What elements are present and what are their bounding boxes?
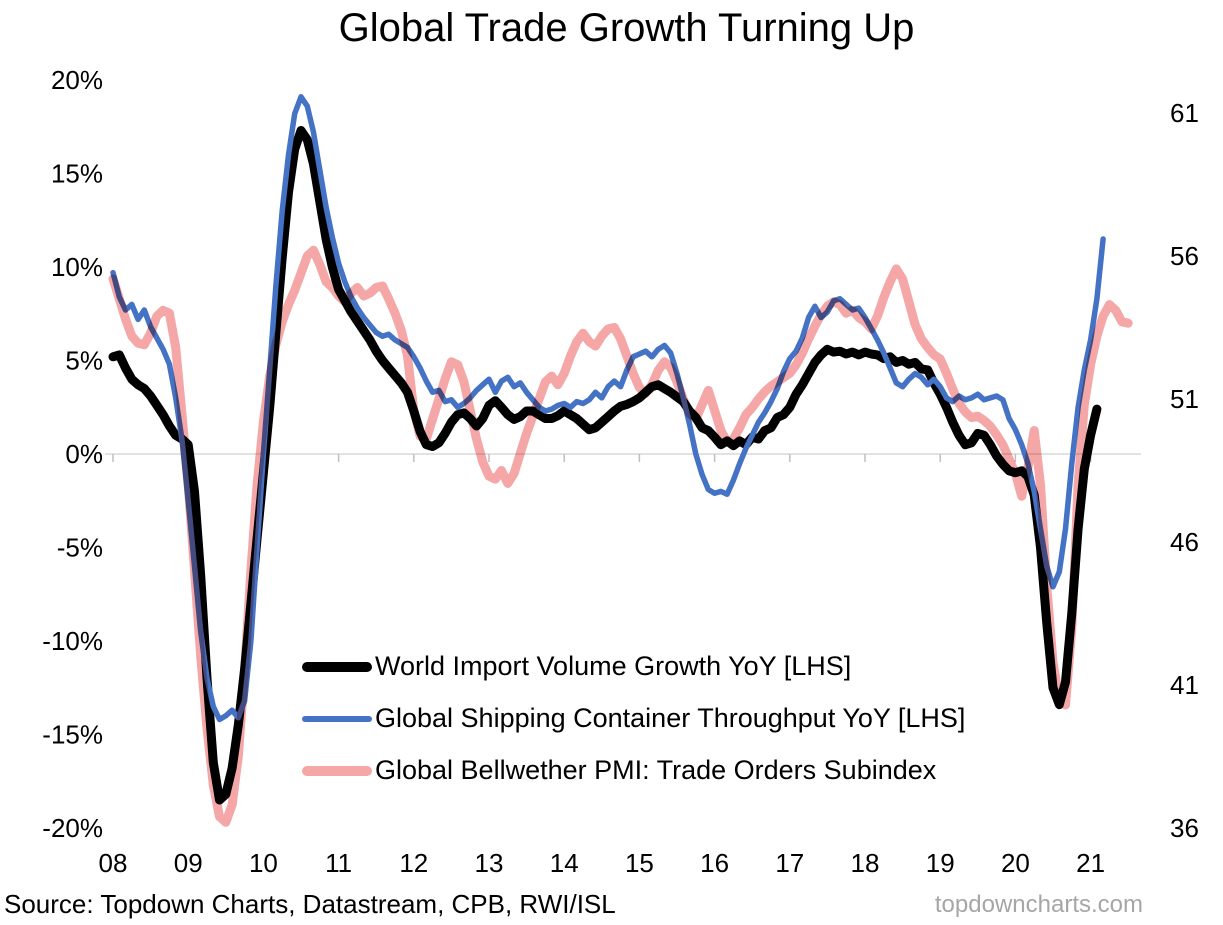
x-axis-label: 13 bbox=[475, 848, 504, 878]
legend-item-pmi: Global Bellwether PMI: Trade Orders Subi… bbox=[302, 755, 965, 786]
left-axis-label: 10% bbox=[51, 252, 103, 282]
legend-swatch-pmi bbox=[302, 765, 372, 776]
chart-title: Global Trade Growth Turning Up bbox=[338, 6, 915, 50]
legend-item-container-throughput: Global Shipping Container Throughput YoY… bbox=[302, 703, 965, 734]
x-axis-label: 16 bbox=[700, 848, 729, 878]
legend-label-pmi: Global Bellwether PMI: Trade Orders Subi… bbox=[375, 755, 937, 785]
x-axis-label: 18 bbox=[851, 848, 880, 878]
left-axis-label: -20% bbox=[42, 813, 103, 843]
right-axis-label: 41 bbox=[1170, 670, 1199, 700]
left-axis-label: -10% bbox=[42, 626, 103, 656]
x-axis-label: 17 bbox=[775, 848, 804, 878]
x-axis-label: 09 bbox=[174, 848, 203, 878]
right-axis-label: 46 bbox=[1170, 527, 1199, 557]
right-axis-label: 61 bbox=[1170, 98, 1199, 128]
left-axis-label: 20% bbox=[51, 65, 103, 95]
x-axis-label: 08 bbox=[99, 848, 128, 878]
source-note: Source: Topdown Charts, Datastream, CPB,… bbox=[4, 889, 616, 919]
legend-item-world-imports: World Import Volume Growth YoY [LHS] bbox=[302, 651, 965, 682]
left-axis-label: -5% bbox=[57, 533, 103, 563]
left-axis-label: 15% bbox=[51, 159, 103, 189]
x-axis-label: 14 bbox=[550, 848, 579, 878]
x-axis-label: 10 bbox=[249, 848, 278, 878]
x-axis-label: 11 bbox=[325, 848, 352, 878]
legend-label-world-imports: World Import Volume Growth YoY [LHS] bbox=[375, 651, 852, 681]
legend-swatch-world-imports bbox=[302, 661, 372, 672]
x-axis-label: 20 bbox=[1001, 848, 1030, 878]
x-axis-label: 15 bbox=[625, 848, 654, 878]
legend-label-container-throughput: Global Shipping Container Throughput YoY… bbox=[375, 703, 966, 733]
right-axis-label: 56 bbox=[1170, 241, 1199, 271]
x-axis-label: 19 bbox=[926, 848, 955, 878]
legend-swatch-container-throughput bbox=[302, 715, 372, 722]
x-axis-label: 12 bbox=[399, 848, 428, 878]
left-axis-label: 0% bbox=[65, 439, 103, 469]
series-line-container-throughput bbox=[110, 94, 1106, 723]
right-axis-label: 36 bbox=[1170, 813, 1199, 843]
series-line-pmi bbox=[108, 245, 1133, 827]
legend: World Import Volume Growth YoY [LHS] Glo… bbox=[302, 651, 965, 786]
left-axis-label: -15% bbox=[42, 720, 103, 750]
x-axis-label: 21 bbox=[1076, 848, 1105, 878]
right-axis-label: 51 bbox=[1170, 384, 1199, 414]
left-axis-label: 5% bbox=[65, 346, 103, 376]
watermark: topdowncharts.com bbox=[934, 891, 1143, 918]
